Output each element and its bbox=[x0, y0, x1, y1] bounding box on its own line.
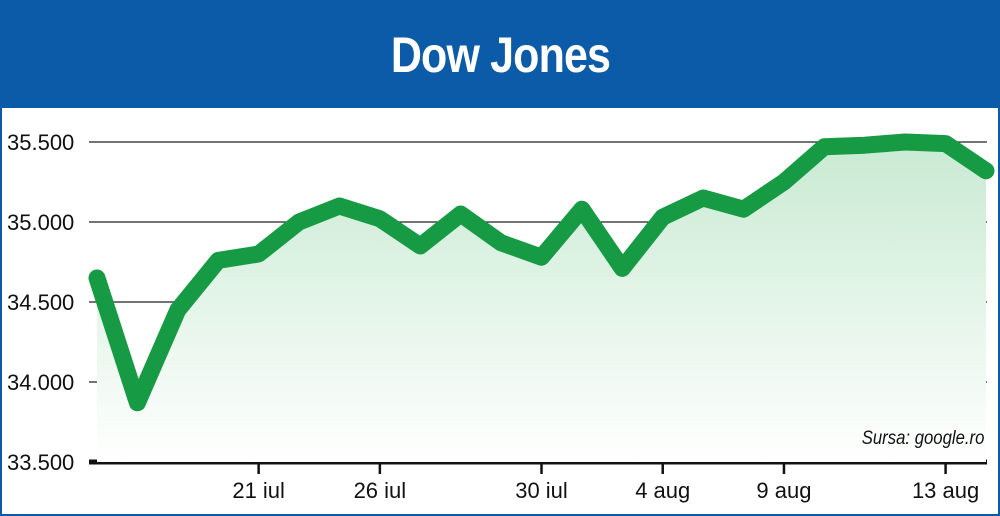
source-note: Sursa: google.ro bbox=[861, 428, 984, 449]
chart-title: Dow Jones bbox=[390, 27, 610, 83]
y-tick-label: 34.000 bbox=[7, 370, 74, 395]
x-tick-label: 9 aug bbox=[756, 478, 811, 503]
chart-header: Dow Jones bbox=[2, 2, 998, 108]
x-tick-label: 4 aug bbox=[635, 478, 690, 503]
x-tick-label: 21 iul bbox=[232, 478, 285, 503]
x-tick-label: 13 aug bbox=[912, 478, 979, 503]
x-tick-label: 26 iul bbox=[354, 478, 407, 503]
series-area bbox=[97, 142, 986, 462]
x-tick-label: 30 iul bbox=[515, 478, 568, 503]
y-tick-label: 34.500 bbox=[7, 290, 74, 315]
y-tick-label: 33.500 bbox=[7, 450, 74, 475]
y-tick-label: 35.000 bbox=[7, 210, 74, 235]
y-tick-label: 35.500 bbox=[7, 130, 74, 155]
